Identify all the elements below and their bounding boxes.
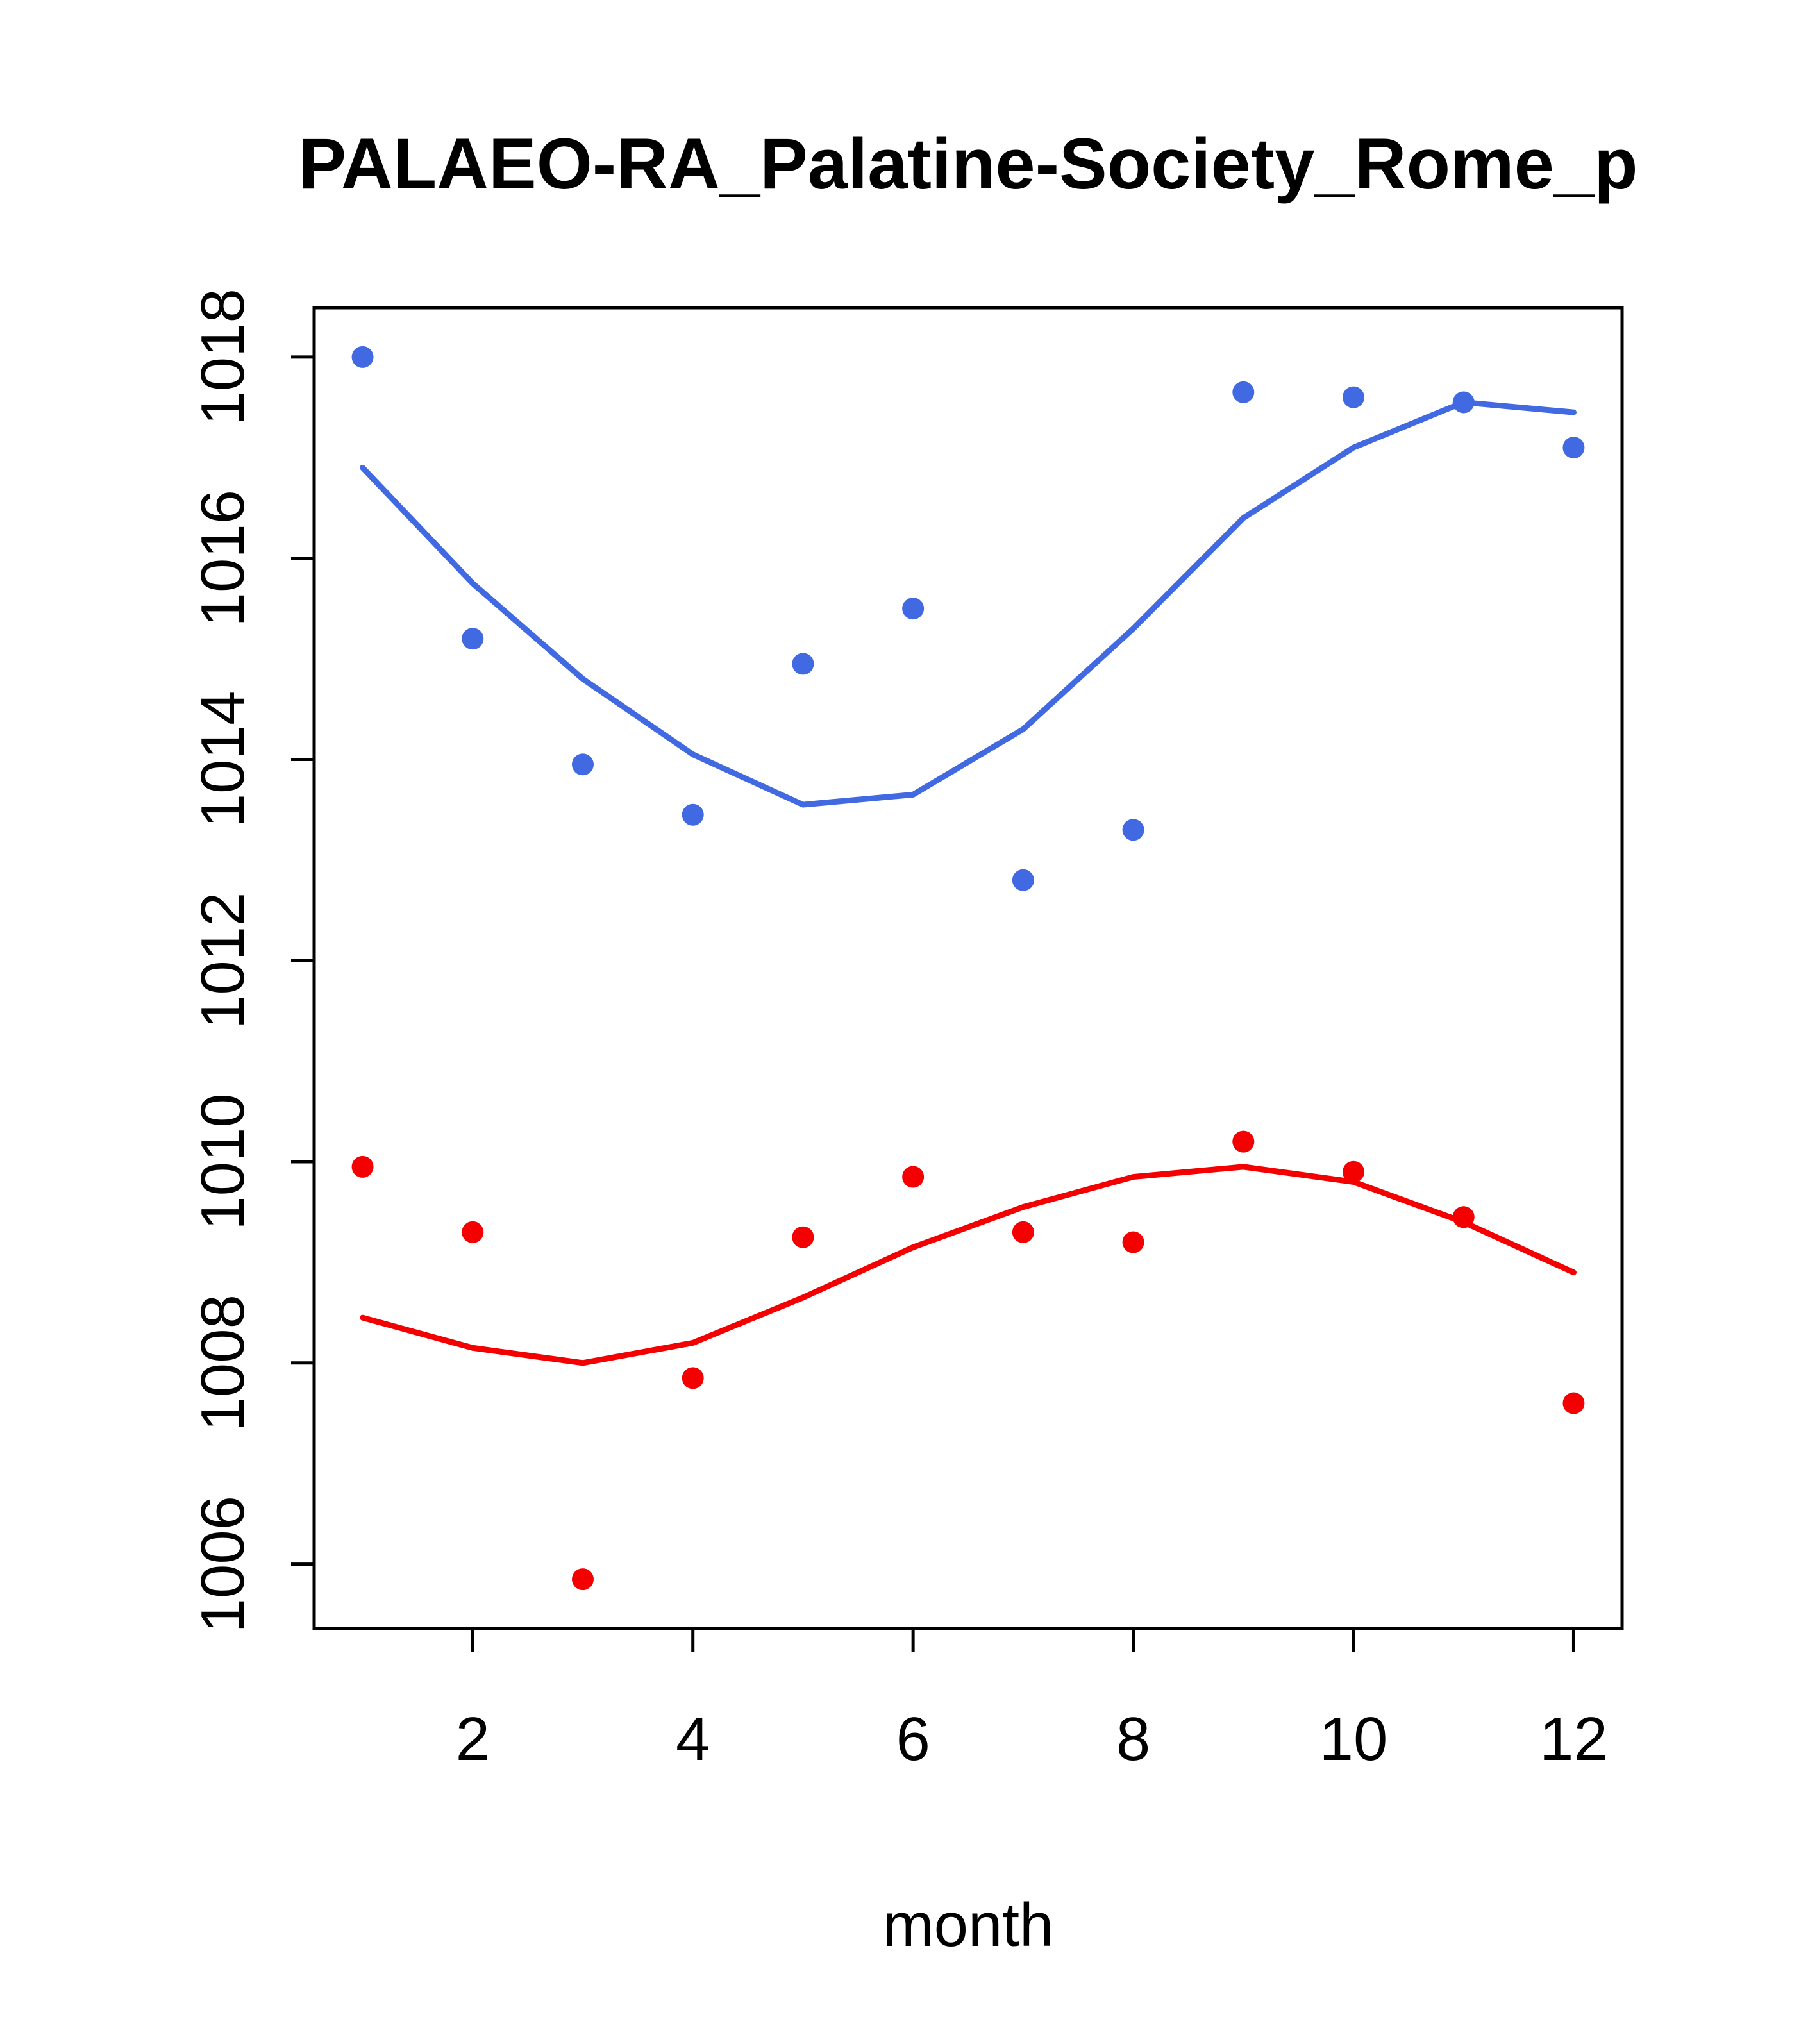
plot-box — [312, 306, 1624, 1630]
y-tick-label: 1018 — [188, 289, 257, 426]
pressure-high-points-marker — [902, 598, 925, 620]
pressure-high-points-marker — [792, 653, 814, 675]
pressure-high-points-marker — [1232, 381, 1255, 403]
x-tick-label: 10 — [1319, 1705, 1388, 1773]
pressure-high-points-marker — [1012, 869, 1034, 891]
y-tick-label: 1014 — [188, 691, 257, 828]
pressure-low-points-marker — [1122, 1231, 1144, 1253]
pressure-low-smooth-line — [360, 1164, 1577, 1366]
y-tick-label: 1008 — [188, 1294, 257, 1432]
pressure-low-points-marker — [1232, 1130, 1255, 1153]
pressure-high-points-marker — [462, 628, 484, 650]
pressure-low-points-marker — [462, 1221, 484, 1243]
y-tick-label: 1012 — [188, 892, 257, 1029]
y-tick-label: 1016 — [188, 490, 257, 627]
pressure-high-points-marker — [1343, 386, 1365, 408]
y-tick-label: 1006 — [188, 1496, 257, 1633]
y-tick-label: 1010 — [188, 1093, 257, 1230]
x-tick-label: 2 — [456, 1705, 490, 1773]
pressure-low-points-marker — [902, 1166, 925, 1188]
pressure-low-points-marker — [1562, 1392, 1585, 1414]
pressure-high-points-marker — [1122, 819, 1144, 841]
x-tick-label: 12 — [1539, 1705, 1608, 1773]
pressure-high-points-marker — [1562, 437, 1585, 459]
pressure-low-points-marker — [682, 1367, 704, 1389]
chart-title: PALAEO-RA_Palatine-Society_Rome_p — [298, 124, 1637, 204]
x-tick-label: 6 — [896, 1705, 930, 1773]
pressure-low-points-marker — [351, 1155, 374, 1178]
pressure-low-points-marker — [571, 1568, 594, 1591]
pressure-high-points-marker — [351, 346, 374, 368]
x-tick-label: 8 — [1116, 1705, 1150, 1773]
pressure-low-points-marker — [792, 1226, 814, 1248]
plot-area — [351, 346, 1585, 1591]
pressure-high-points-marker — [682, 803, 704, 826]
pressure-high-smooth-line — [360, 399, 1577, 808]
pressure-low-points-marker — [1343, 1160, 1365, 1183]
x-tick-label: 4 — [676, 1705, 710, 1773]
pressure-low-points-marker — [1012, 1221, 1034, 1243]
pressure-high-points-marker — [571, 753, 594, 776]
x-axis-label: month — [883, 1891, 1054, 1959]
